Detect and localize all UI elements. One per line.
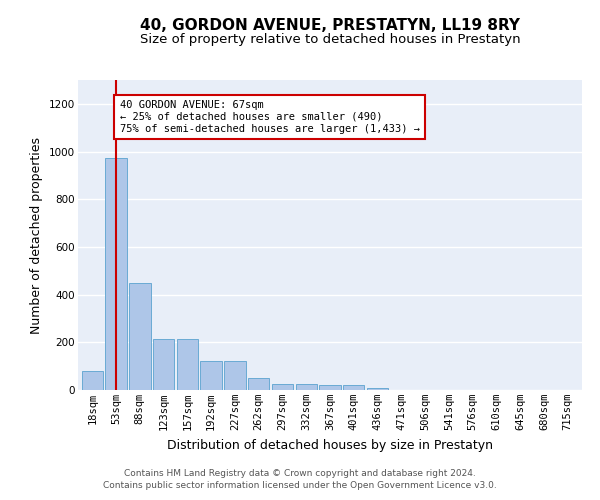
Bar	[343, 385, 364, 390]
Bar	[176, 338, 198, 390]
Bar	[224, 362, 245, 390]
Bar	[272, 384, 293, 390]
Bar	[106, 158, 127, 390]
Text: Contains HM Land Registry data © Crown copyright and database right 2024.
Contai: Contains HM Land Registry data © Crown c…	[103, 468, 497, 490]
Text: 40 GORDON AVENUE: 67sqm
← 25% of detached houses are smaller (490)
75% of semi-d: 40 GORDON AVENUE: 67sqm ← 25% of detache…	[119, 100, 419, 134]
Bar	[129, 282, 151, 390]
Bar	[82, 371, 103, 390]
Bar	[200, 362, 222, 390]
Bar	[153, 338, 174, 390]
Bar	[296, 384, 317, 390]
Y-axis label: Number of detached properties: Number of detached properties	[31, 136, 43, 334]
X-axis label: Distribution of detached houses by size in Prestatyn: Distribution of detached houses by size …	[167, 438, 493, 452]
Text: Size of property relative to detached houses in Prestatyn: Size of property relative to detached ho…	[140, 32, 520, 46]
Text: 40, GORDON AVENUE, PRESTATYN, LL19 8RY: 40, GORDON AVENUE, PRESTATYN, LL19 8RY	[140, 18, 520, 32]
Bar	[367, 388, 388, 390]
Bar	[319, 385, 341, 390]
Bar	[248, 378, 269, 390]
